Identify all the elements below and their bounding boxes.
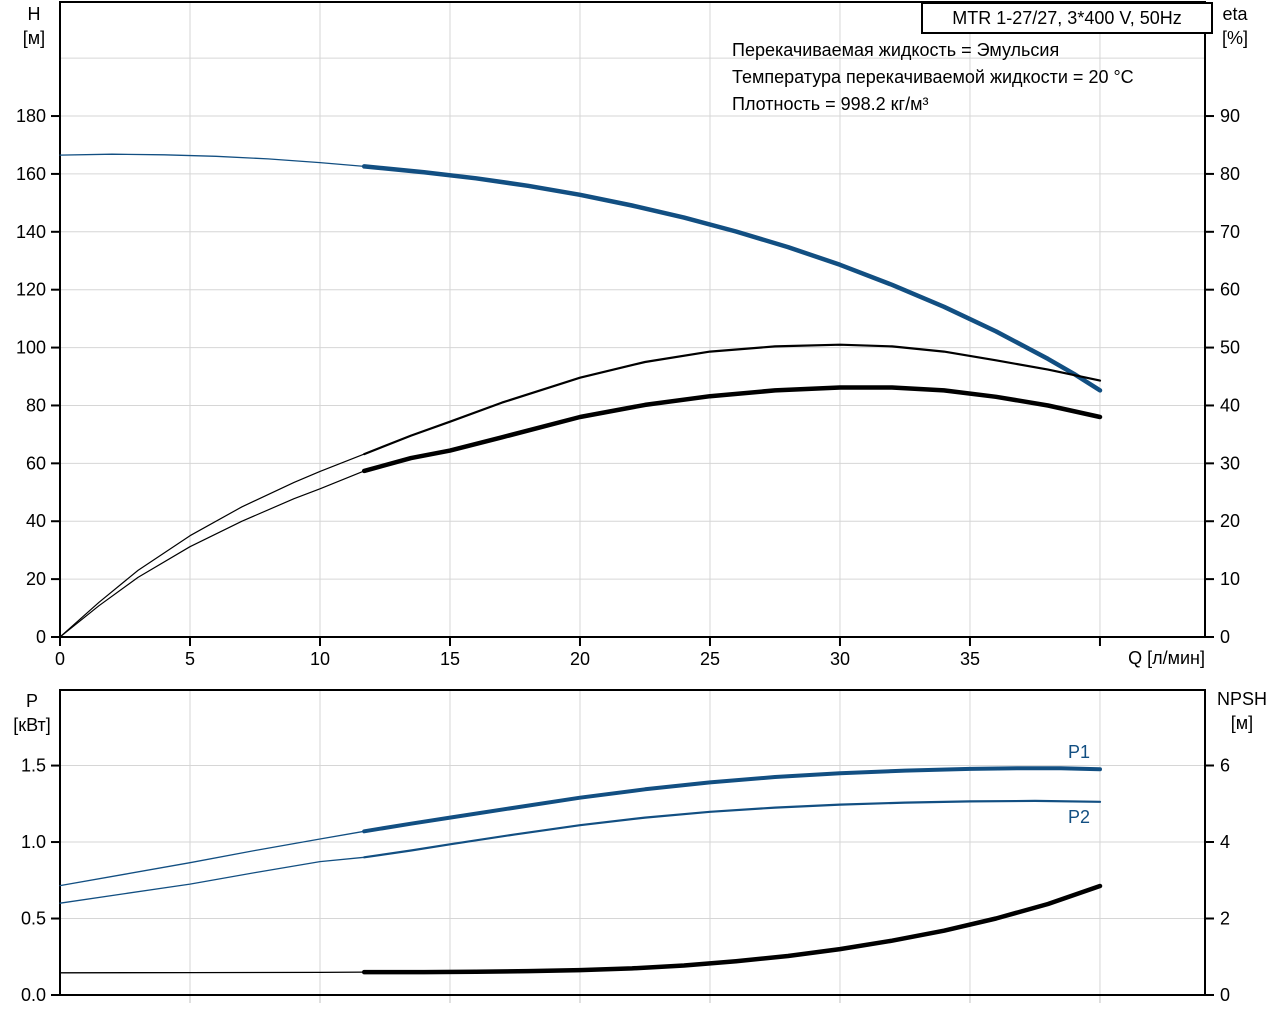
svg-text:0: 0 xyxy=(55,649,65,669)
p-axis-label: P xyxy=(25,691,38,711)
annotation-temperature: Температура перекачиваемой жидкости = 20… xyxy=(732,67,1134,87)
svg-text:80: 80 xyxy=(1220,164,1240,184)
svg-text:2: 2 xyxy=(1220,909,1230,929)
svg-text:70: 70 xyxy=(1220,222,1240,242)
liquid-annotations: Перекачиваемая жидкость = Эмульсия Темпе… xyxy=(732,37,1134,118)
svg-text:25: 25 xyxy=(700,649,720,669)
svg-text:1.5: 1.5 xyxy=(21,756,46,776)
p1-power-curve xyxy=(362,766,1102,834)
npsh-axis-unit: [м] xyxy=(1230,713,1254,733)
eta-axis-label: eta xyxy=(1222,4,1248,24)
eta-curve-rated xyxy=(363,343,1102,456)
svg-text:60: 60 xyxy=(26,453,46,473)
p2-curve-label: P2 xyxy=(1068,807,1091,827)
svg-text:20: 20 xyxy=(26,569,46,589)
svg-text:10: 10 xyxy=(310,649,330,669)
eta-axis-unit: [%] xyxy=(1221,28,1248,48)
h-axis-label: H xyxy=(27,4,41,24)
svg-text:6: 6 xyxy=(1220,756,1230,776)
svg-text:90: 90 xyxy=(1220,106,1240,126)
svg-text:10: 10 xyxy=(1220,569,1240,589)
svg-text:0: 0 xyxy=(36,627,46,647)
eta-curve-rated xyxy=(59,453,365,638)
svg-text:160: 160 xyxy=(16,164,46,184)
svg-text:20: 20 xyxy=(1220,511,1240,531)
svg-text:40: 40 xyxy=(1220,395,1240,415)
head-curve xyxy=(361,164,1103,393)
p2-power-curve xyxy=(59,856,365,904)
svg-text:1.0: 1.0 xyxy=(21,832,46,852)
annotation-density: Плотность = 998.2 кг/м³ xyxy=(732,94,929,114)
pump-title-box: MTR 1-27/27, 3*400 V, 50Hz xyxy=(921,2,1213,34)
svg-text:4: 4 xyxy=(1220,832,1230,852)
svg-text:140: 140 xyxy=(16,222,46,242)
svg-text:30: 30 xyxy=(830,649,850,669)
svg-text:0: 0 xyxy=(1220,627,1230,647)
p1-curve-label: P1 xyxy=(1068,742,1091,762)
q-axis-label: Q [л/мин] xyxy=(1128,648,1205,668)
svg-text:180: 180 xyxy=(16,106,46,126)
npsh-axis-label: NPSH xyxy=(1216,689,1267,709)
p2-power-curve xyxy=(363,799,1102,859)
svg-text:30: 30 xyxy=(1220,453,1240,473)
p1-power-curve xyxy=(59,830,365,887)
p-axis-unit: [кВт] xyxy=(13,715,51,735)
npsh-curve xyxy=(59,971,365,974)
svg-text:50: 50 xyxy=(1220,338,1240,358)
svg-text:60: 60 xyxy=(1220,280,1240,300)
npsh-curve xyxy=(361,883,1103,975)
annotation-liquid: Перекачиваемая жидкость = Эмульсия xyxy=(732,40,1060,60)
svg-text:40: 40 xyxy=(26,511,46,531)
head-curve xyxy=(59,153,365,168)
eta-curve-duty xyxy=(59,470,365,638)
svg-text:80: 80 xyxy=(26,395,46,415)
svg-text:0.0: 0.0 xyxy=(21,985,46,1005)
eta-curve-duty xyxy=(361,385,1103,474)
svg-text:20: 20 xyxy=(570,649,590,669)
svg-text:0.5: 0.5 xyxy=(21,909,46,929)
svg-text:5: 5 xyxy=(185,649,195,669)
power-npsh-chart: 0.0 0.5 1.0 1.5 0 2 4 6 xyxy=(21,689,1230,1005)
svg-text:120: 120 xyxy=(16,280,46,300)
svg-text:35: 35 xyxy=(960,649,980,669)
svg-text:15: 15 xyxy=(440,649,460,669)
h-axis-unit: [м] xyxy=(22,28,46,48)
svg-text:100: 100 xyxy=(16,338,46,358)
head-efficiency-chart: 0204060801001201401601800102030405060708… xyxy=(16,1,1240,669)
svg-text:0: 0 xyxy=(1220,985,1230,1005)
